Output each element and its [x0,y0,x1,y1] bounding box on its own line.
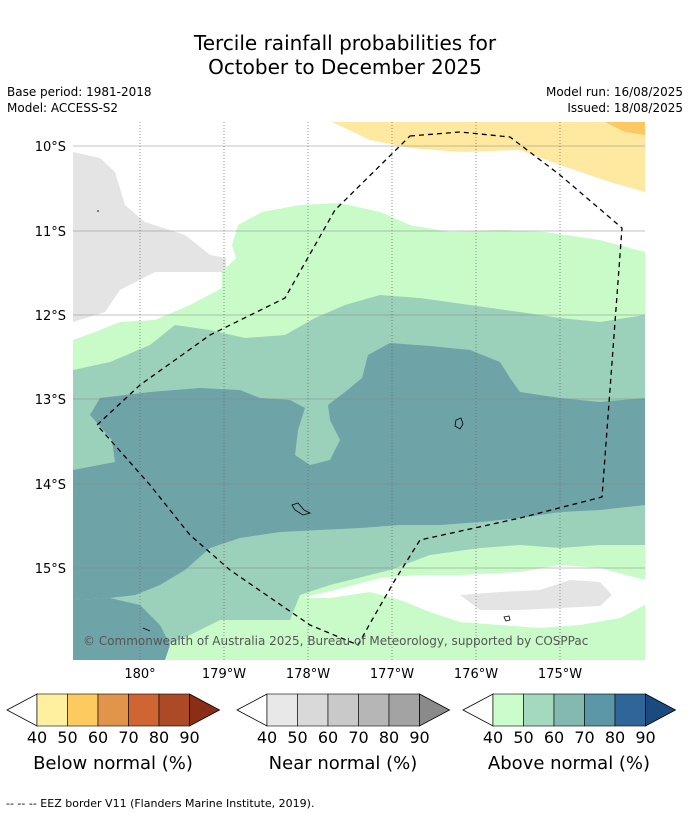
colorbar-tick-label: 60 [317,728,339,747]
colorbar-tick-label: 90 [635,728,656,747]
colorbar-above-normal [462,693,677,727]
island-outline [454,417,464,430]
colorbar-swatch [358,693,390,727]
colorbar-tick-label: 50 [57,728,78,747]
model-text: Model: ACCESS-S2 [7,101,119,115]
colorbar-swatch [97,693,129,727]
base-period-text: Base period: 1981-2018 [7,85,152,99]
colorbar-label-above: Above normal (%) [487,753,651,774]
colorbar-extend-right [645,693,677,727]
lon-label: 178°W [286,667,330,682]
colorbar-swatch [492,693,524,727]
colorbar-swatch [128,693,160,727]
lat-label: 13°S [35,393,66,408]
colorbar-tick-label: 80 [378,728,400,747]
probability-map: 10°S 11°S 12°S 13°S 14°S 15°S 180° 179°W… [35,122,645,682]
colorbar-swatch [614,693,646,727]
colorbar-tick-label: 80 [604,728,626,747]
colorbar-tick-label: 60 [543,728,565,747]
above-normal-60-region-southwest [73,598,170,660]
colorbar-swatch [388,693,420,727]
colorbar-swatch [553,693,585,727]
lat-label: 10°S [35,140,66,155]
island-outline [503,615,511,622]
colorbar-swatch [297,693,329,727]
colorbar-tick-label: 70 [348,728,369,747]
colorbar-swatch [584,693,616,727]
colorbar-tick-label: 90 [409,728,430,747]
copyright-text: © Commonwealth of Australia 2025, Bureau… [83,634,588,648]
above-normal-60-region [73,343,645,600]
lon-label: 179°W [202,667,246,682]
colorbar-swatch [36,693,68,727]
colorbar-extend-left [236,693,268,727]
lon-label: 176°W [454,667,498,682]
lat-label: 15°S [35,562,66,577]
colorbar-below-normal [6,693,221,727]
colorbar-tick-label: 40 [482,728,504,747]
map-title-line1: Tercile rainfall probabilities for [193,31,497,55]
colorbar-tick-label: 50 [287,728,308,747]
near-normal-region-southeast [460,580,612,610]
latitude-gridlines [73,145,645,569]
below-normal-40-region [332,122,645,192]
colorbar-tick-label: 90 [179,728,200,747]
island-outline [142,627,151,632]
colorbar-tick-label: 70 [118,728,139,747]
colorbar-tick-label: 40 [256,728,278,747]
footer-eez-note: -- -- -- EEZ border V11 (Flanders Marine… [6,797,315,810]
colorbar-tick-label: 40 [26,728,48,747]
colorbar-tick-label: 60 [87,728,109,747]
lat-label: 12°S [35,309,66,324]
issued-text: Issued: 18/08/2025 [567,101,683,115]
lat-label: 11°S [35,225,66,240]
lon-label: 177°W [370,667,414,682]
colorbar-swatch [266,693,298,727]
eez-border [96,131,623,646]
colorbar-label-below: Below normal (%) [33,753,193,774]
colorbar-extend-left [6,693,38,727]
island-outline [291,502,312,516]
colorbar-tick-label: 80 [148,728,170,747]
colorbar-swatch [523,693,555,727]
colorbar-near-normal [236,693,451,727]
lon-label: 180° [124,667,155,682]
colorbar-extend-right [419,693,451,727]
near-normal-region-west [73,152,226,322]
colorbar-tick-label: 50 [513,728,534,747]
colorbar-swatch [158,693,190,727]
lat-label: 14°S [35,478,66,493]
colorbar-label-near: Near normal (%) [268,753,418,774]
model-run-text: Model run: 16/08/2025 [545,85,683,99]
below-normal-50-region [605,122,645,135]
lon-label: 175°W [538,667,582,682]
colorbar-extend-left [462,693,494,727]
colorbar-swatch [67,693,99,727]
colorbar-extend-right [189,693,221,727]
colorbar-swatch [327,693,359,727]
island-outline [97,210,99,212]
map-title-line2: October to December 2025 [208,55,482,79]
colorbar-tick-label: 70 [574,728,595,747]
